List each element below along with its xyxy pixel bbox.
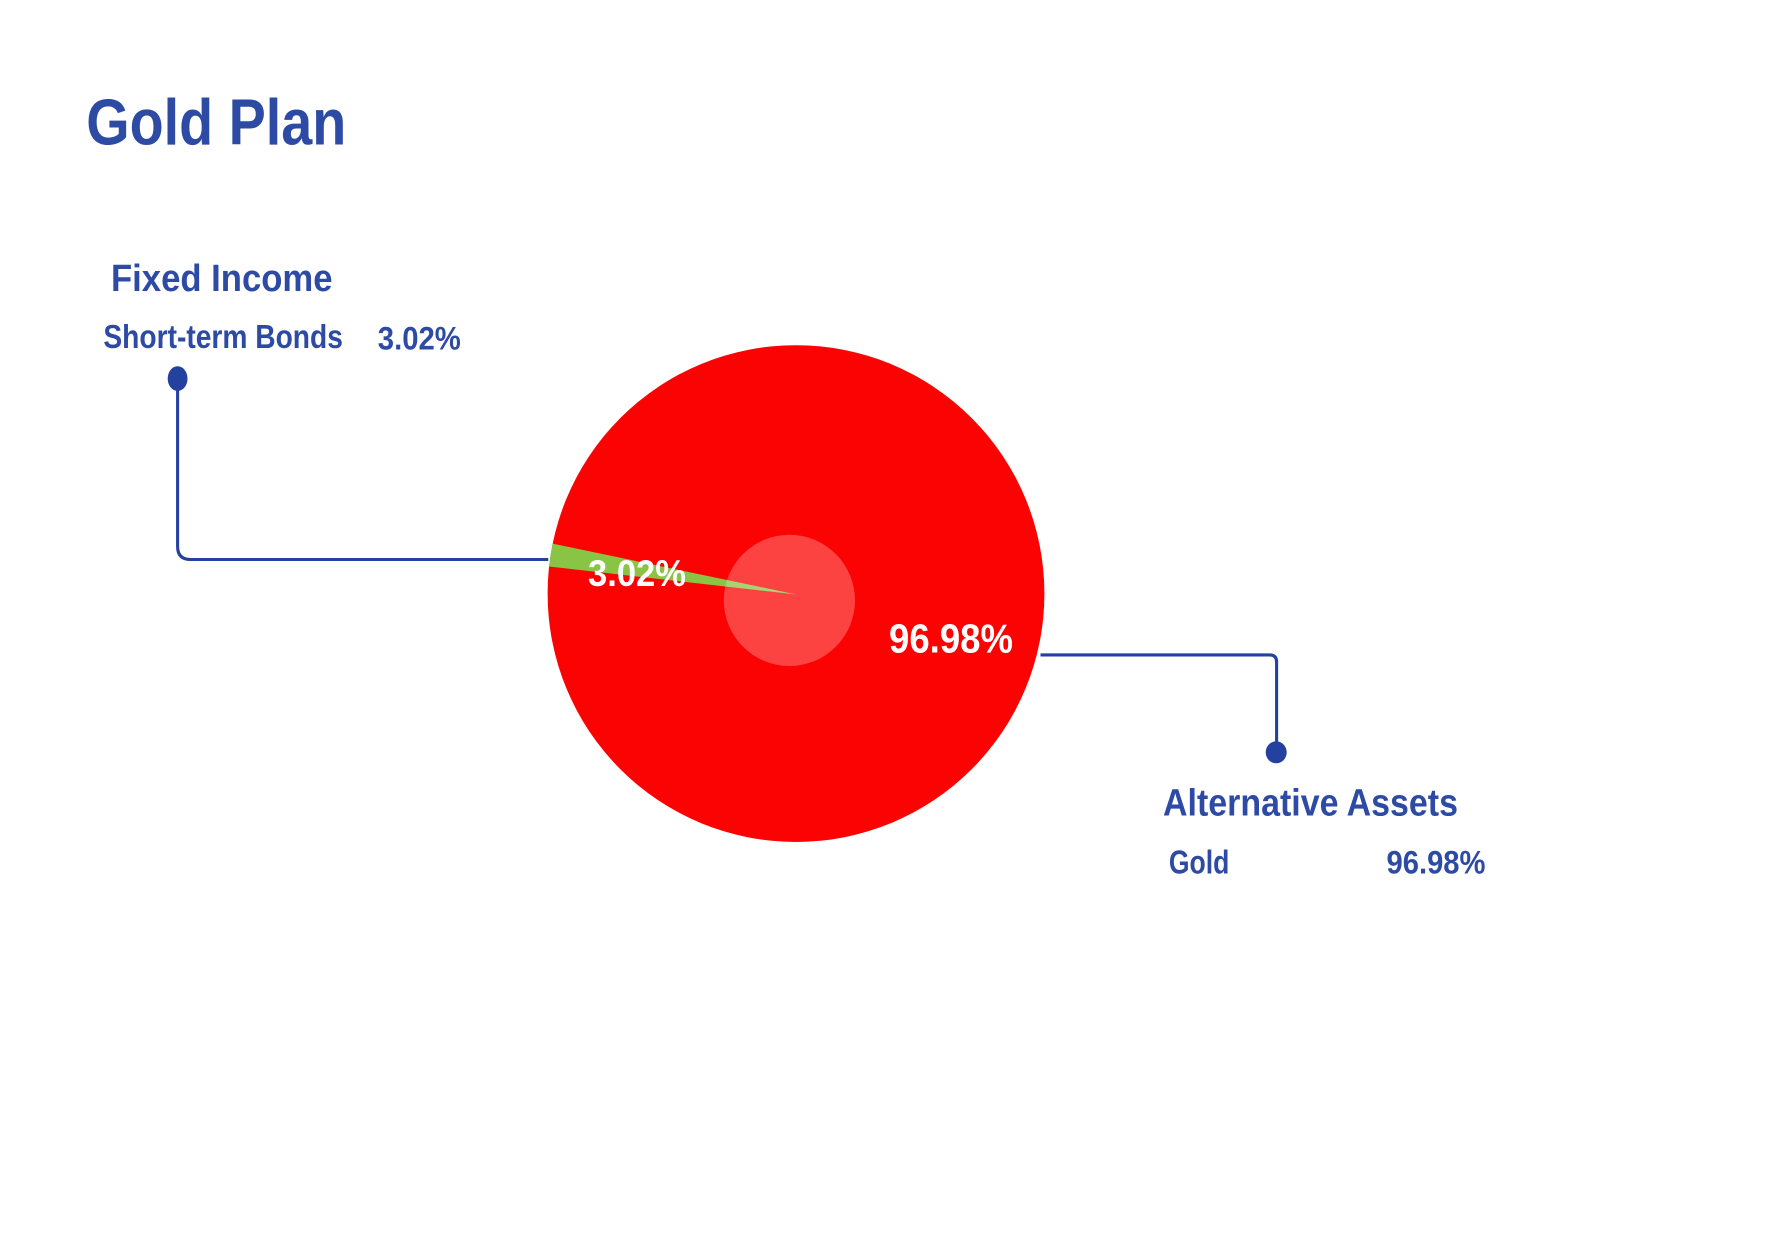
svg-text:Gold: Gold xyxy=(1169,844,1230,881)
svg-text:Alternative Assets: Alternative Assets xyxy=(1163,783,1458,825)
svg-text:3.02%: 3.02% xyxy=(588,553,686,594)
svg-text:3.02%: 3.02% xyxy=(378,321,461,357)
svg-text:96.98%: 96.98% xyxy=(1387,845,1486,881)
svg-text:96.98%: 96.98% xyxy=(889,616,1013,662)
svg-text:Short-term Bonds: Short-term Bonds xyxy=(103,318,343,355)
svg-text:Fixed Income: Fixed Income xyxy=(111,258,333,300)
svg-text:Gold Plan: Gold Plan xyxy=(86,85,346,158)
